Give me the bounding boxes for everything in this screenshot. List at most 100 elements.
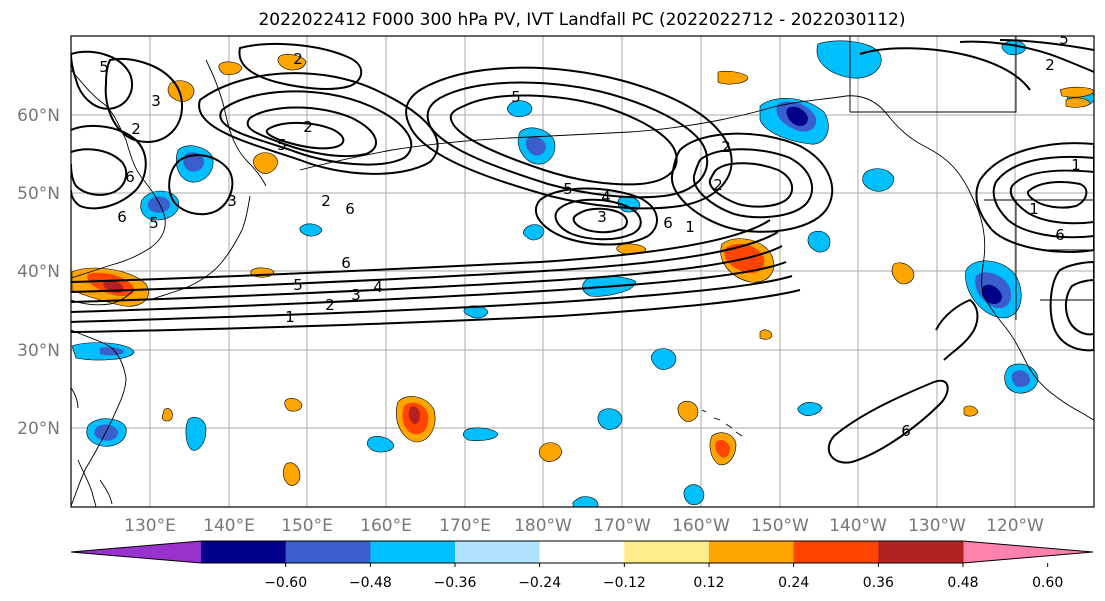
colorbar-segment bbox=[793, 541, 879, 563]
bc-border bbox=[850, 36, 1017, 113]
philippines bbox=[77, 459, 113, 507]
pv-contour bbox=[71, 261, 787, 313]
latitude-label: 20°N bbox=[17, 419, 60, 439]
contour-label: 3 bbox=[151, 92, 161, 110]
ivt-neg-region bbox=[462, 427, 499, 442]
contour-label: 6 bbox=[663, 214, 673, 232]
pv-contour bbox=[71, 275, 793, 323]
ivt-pos-region bbox=[167, 80, 195, 102]
colorbar-segment bbox=[709, 541, 795, 563]
latitude-label: 60°N bbox=[17, 106, 60, 126]
ivt-neg-region bbox=[862, 168, 895, 192]
longitude-label: 150°E bbox=[281, 516, 333, 536]
contour-label: 5 bbox=[277, 136, 287, 154]
colorbar-tick-label: −0.48 bbox=[349, 575, 392, 591]
colorbar-tick-label: −0.12 bbox=[603, 575, 646, 591]
contour-label: 5 bbox=[293, 276, 303, 294]
pv-contour bbox=[999, 39, 1094, 51]
map-frame bbox=[70, 35, 1095, 508]
contour-label: 1 bbox=[685, 218, 695, 236]
contour-label: 2 bbox=[325, 296, 335, 314]
contour-label: 6 bbox=[117, 208, 127, 226]
ivt-pos-region bbox=[715, 440, 730, 458]
longitude-label: 140°E bbox=[203, 516, 255, 536]
contour-label: 2 bbox=[321, 192, 331, 210]
pv-contour bbox=[246, 106, 377, 158]
pv-contours bbox=[71, 39, 1094, 464]
japan-coastline bbox=[149, 195, 251, 301]
pv-contour bbox=[708, 162, 794, 208]
contour-label: 2 bbox=[303, 118, 313, 136]
ivt-positive-regions bbox=[71, 54, 1094, 486]
contour-label: 1 bbox=[1071, 156, 1081, 174]
alaska-coastline bbox=[769, 95, 979, 211]
colorbar-tick-label: 0.36 bbox=[863, 575, 894, 591]
colorbar-segment bbox=[201, 541, 287, 563]
pv-contour bbox=[1049, 260, 1094, 352]
pv-contour bbox=[692, 148, 814, 219]
longitude-label: 130°E bbox=[124, 516, 176, 536]
longitude-label: 150°W bbox=[751, 516, 809, 536]
ivt-neg-region bbox=[807, 230, 831, 253]
figure-title: 2022022412 F000 300 hPa PV, IVT Landfall… bbox=[258, 10, 905, 30]
ivt-pos-region bbox=[284, 398, 303, 412]
colorbar-tick-label: −0.24 bbox=[518, 575, 561, 591]
ivt-neg-region bbox=[797, 402, 823, 416]
taiwan bbox=[71, 386, 79, 409]
longitude-label: 180°W bbox=[514, 516, 572, 536]
colorbar-segment bbox=[539, 541, 625, 563]
pv-contour bbox=[104, 58, 183, 143]
ivt-pos-region bbox=[218, 61, 243, 76]
colorbar-extend-max bbox=[963, 541, 1093, 563]
contour-label: 4 bbox=[373, 278, 383, 296]
longitude-labels: 130°E 140°E 150°E 160°E 170°E 180°W 170°W 160°W… bbox=[124, 516, 1044, 536]
ivt-neg-region bbox=[185, 417, 207, 451]
colorbar-tick-label: 0.12 bbox=[693, 575, 724, 591]
ivt-pos-region bbox=[677, 400, 699, 422]
pv-contour bbox=[238, 42, 363, 90]
colorbar-tick-label: 0.60 bbox=[1032, 575, 1063, 591]
colorbar-segment bbox=[285, 541, 371, 563]
pv-contour bbox=[265, 121, 345, 150]
ivt-neg-region bbox=[572, 496, 599, 507]
latitude-labels: 60°N 50°N 40°N 30°N 20°N bbox=[17, 106, 60, 439]
pv-contour bbox=[1064, 278, 1094, 336]
pv-contour bbox=[198, 72, 439, 175]
colorbar-outline bbox=[70, 540, 1094, 564]
ivt-neg-region bbox=[525, 136, 546, 156]
ivt-pos-region bbox=[277, 54, 307, 71]
ivt-pos-region bbox=[1065, 97, 1091, 108]
pv-contour bbox=[859, 47, 1031, 91]
ivt-pos-region bbox=[253, 152, 279, 174]
pv-contour bbox=[71, 219, 771, 283]
hawaii-islands bbox=[701, 409, 743, 437]
longitude-label: 140°W bbox=[829, 516, 887, 536]
ivt-neg-region bbox=[683, 484, 705, 505]
colorbar-extend-min bbox=[71, 541, 201, 563]
contour-label: 6 bbox=[901, 422, 911, 440]
latitude-label: 50°N bbox=[17, 184, 60, 204]
pv-contour bbox=[992, 155, 1094, 239]
ivt-neg-region bbox=[597, 408, 623, 430]
ivt-neg-region bbox=[147, 196, 170, 213]
china-coastline bbox=[71, 329, 127, 507]
ivt-neg-region bbox=[981, 284, 1002, 304]
colorbar-segment bbox=[878, 541, 964, 563]
pv-contour bbox=[405, 66, 733, 210]
ivt-neg-region bbox=[299, 223, 323, 237]
pv-contour bbox=[959, 40, 1094, 73]
contour-label: 5 bbox=[99, 58, 109, 76]
ivt-pos-region bbox=[538, 442, 563, 462]
contour-label: 3 bbox=[351, 286, 361, 304]
contour-label: 4 bbox=[601, 188, 611, 206]
longitude-label: 160°W bbox=[672, 516, 730, 536]
colorbar-segment bbox=[624, 541, 710, 563]
pv-contour bbox=[168, 154, 234, 216]
contour-label: 6 bbox=[1055, 226, 1065, 244]
ivt-neg-region bbox=[94, 424, 118, 441]
longitude-label: 120°W bbox=[986, 516, 1044, 536]
pv-contour bbox=[71, 148, 128, 196]
colorbar-segment bbox=[370, 541, 456, 563]
